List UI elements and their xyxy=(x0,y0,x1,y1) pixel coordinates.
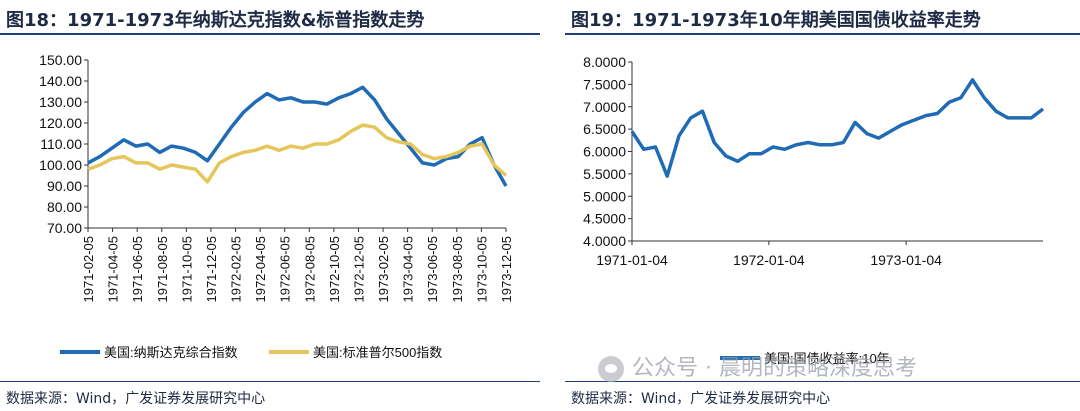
right-y-tick-label: 4.5000 xyxy=(583,211,626,227)
right-y-tick-label: 5.0000 xyxy=(583,188,626,204)
watermark-text: 公众号 · 晨明的策略深度思考 xyxy=(632,356,917,381)
right-line-chart: 4.0000 4.5000 5.0000 5.5000 6.0000 6.5000 7.00… xyxy=(583,54,1045,366)
left-y-tick-label: 110.00 xyxy=(40,136,82,152)
left-x-tick-label: 1973-02-05 xyxy=(376,236,391,303)
left-x-tick-label: 1972-04-05 xyxy=(253,236,268,303)
left-x-tick-label: 1973-04-05 xyxy=(401,236,416,303)
left-legend-label-1: 美国:标准普尔500指数 xyxy=(313,345,442,360)
left-x-tick-label: 1972-10-05 xyxy=(327,236,342,303)
left-x-tick-label: 1972-06-05 xyxy=(278,236,293,303)
left-series-line-1 xyxy=(87,123,508,184)
left-source-rule xyxy=(0,381,540,382)
left-y-tick-label: 80.00 xyxy=(47,199,82,215)
left-x-tick-label: 1973-08-05 xyxy=(450,236,465,303)
left-x-tick-label: 1973-12-05 xyxy=(499,236,514,303)
left-chart-title: 图18：1971-1973年纳斯达克指数&标普指数走势 xyxy=(6,10,425,31)
left-y-tick-label: 150.00 xyxy=(39,52,82,68)
right-x-tick-label: 1972-01-04 xyxy=(733,252,805,268)
left-y-tick-label: 90.00 xyxy=(47,178,82,194)
right-chart-panel: 图19：1971-1973年10年期美国国债收益率走势 4.0000 4.5000… xyxy=(565,0,1080,411)
left-x-tick-label: 1971-08-05 xyxy=(155,236,170,303)
wechat-icon xyxy=(598,356,624,382)
left-legend-label-0: 美国:纳斯达克综合指数 xyxy=(104,345,238,360)
right-x-tick-label: 1973-01-04 xyxy=(870,252,942,268)
right-chart-title: 图19：1971-1973年10年期美国国债收益率走势 xyxy=(571,10,981,31)
right-legend-label-0: 美国:国债收益率:10年 xyxy=(764,351,890,366)
left-y-tick-label: 120.00 xyxy=(39,115,82,131)
left-y-tick-label: 130.00 xyxy=(39,94,82,110)
left-x-tick-label: 1972-02-05 xyxy=(229,236,244,303)
right-y-tick-label: 5.5000 xyxy=(583,166,626,182)
left-x-tick-label: 1973-06-05 xyxy=(425,236,440,303)
watermark: 公众号 · 晨明的策略深度思考 xyxy=(598,350,917,382)
left-x-tick-label: 1972-12-05 xyxy=(351,236,366,303)
right-y-tick-label: 7.0000 xyxy=(583,99,626,115)
right-y-tick-label: 8.0000 xyxy=(583,54,626,70)
left-x-tick-label: 1972-08-05 xyxy=(302,236,317,303)
left-y-tick-label: 100.00 xyxy=(39,157,82,173)
right-y-tick-label: 6.5000 xyxy=(583,121,626,137)
left-series-line-0 xyxy=(87,85,508,187)
right-y-tick-label: 6.0000 xyxy=(583,144,626,160)
left-x-tick-label: 1971-02-05 xyxy=(81,236,96,303)
right-source-note: 数据来源：Wind，广发证券发展研究中心 xyxy=(571,391,831,407)
right-y-tick-label: 7.5000 xyxy=(583,76,626,92)
left-x-tick-label: 1971-12-05 xyxy=(204,236,219,303)
left-y-tick-label: 70.00 xyxy=(47,220,82,236)
right-y-tick-label: 4.0000 xyxy=(583,233,626,249)
left-x-tick-label: 1971-10-05 xyxy=(179,236,194,303)
left-chart-panel: 图18：1971-1973年纳斯达克指数&标普指数走势 70.00 80.00 90… xyxy=(0,10,540,407)
right-source-rule xyxy=(565,381,1080,382)
left-x-tick-label: 1971-06-05 xyxy=(130,236,145,303)
left-x-tick-label: 1973-10-05 xyxy=(474,236,489,303)
right-x-tick-label: 1971-01-04 xyxy=(596,252,668,268)
left-x-tick-label: 1971-04-05 xyxy=(106,236,121,303)
left-source-note: 数据来源：Wind，广发证券发展研究中心 xyxy=(6,391,266,407)
right-series-line-0 xyxy=(630,78,1045,178)
left-line-chart: 70.00 80.00 90.00 100.00 110.00 120.00 130.00 1… xyxy=(39,52,514,360)
right-title-rule xyxy=(565,33,1080,35)
left-title-rule xyxy=(0,33,540,35)
left-y-tick-label: 140.00 xyxy=(39,73,82,89)
